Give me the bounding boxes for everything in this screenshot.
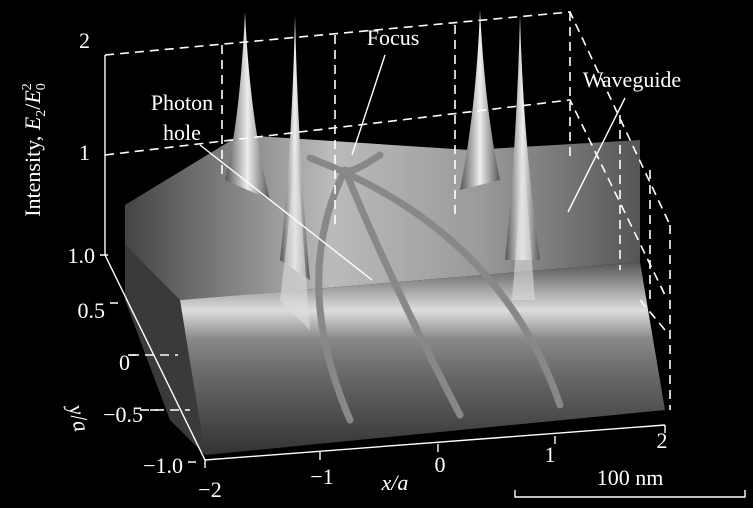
y-tick-label: 1.0 bbox=[68, 243, 96, 268]
z-label-num-sub: 2 bbox=[34, 110, 49, 117]
x-tick-label: 0 bbox=[435, 452, 446, 477]
z-label-num: E bbox=[20, 116, 45, 131]
x-tick-label: 1 bbox=[545, 442, 556, 467]
y-tick-label: 0.5 bbox=[78, 298, 106, 323]
rays bbox=[306, 151, 564, 424]
leader-line bbox=[199, 144, 373, 281]
z-label-den: E bbox=[20, 90, 45, 105]
scale-bar bbox=[514, 490, 746, 498]
y-tick-label: −1.0 bbox=[143, 453, 183, 478]
z-label-text: Intensity, bbox=[20, 130, 45, 217]
y-axis-label: y/a bbox=[63, 400, 95, 434]
box-lines bbox=[100, 11, 671, 468]
z-tick-label: 1 bbox=[79, 140, 90, 165]
x-tick-label: 2 bbox=[657, 428, 668, 453]
scale-bar-label: 100 nm bbox=[597, 465, 664, 490]
x-tick-label: −1 bbox=[310, 464, 333, 489]
leader-line bbox=[567, 97, 626, 213]
z-label-den-sub: 0 bbox=[34, 83, 49, 90]
surface bbox=[125, 10, 665, 455]
annotation-focus: Focus bbox=[367, 25, 420, 50]
y-tick-label: −0.5 bbox=[103, 402, 143, 427]
y-tick-label: 0 bbox=[119, 350, 130, 375]
x-tick-label: −2 bbox=[198, 477, 221, 502]
z-label-den-sup: 2 bbox=[20, 83, 35, 90]
z-label-slash: / bbox=[20, 103, 45, 110]
z-axis-label: Intensity, E2/E02 bbox=[20, 83, 49, 217]
z-tick-label: 2 bbox=[79, 28, 90, 53]
leader-line bbox=[351, 54, 386, 156]
annotation-photon-hole: Photon bbox=[151, 90, 213, 115]
annotation-waveguide: Waveguide bbox=[583, 67, 681, 92]
annotation-photon-hole: hole bbox=[163, 120, 201, 145]
x-axis-label: x/a bbox=[381, 470, 409, 495]
